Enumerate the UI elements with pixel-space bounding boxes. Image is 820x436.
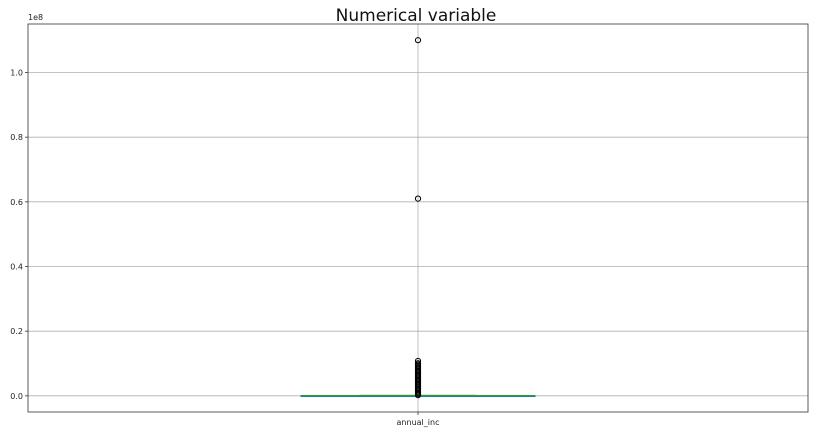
y-offset-label: 1e8	[28, 13, 43, 22]
y-tick-label: 0.4	[10, 263, 23, 272]
outlier-point	[414, 195, 422, 202]
y-tick-label: 0.8	[10, 133, 23, 142]
y-tick-label: 0.0	[10, 392, 23, 401]
x-tick-label: annual_inc	[397, 418, 440, 427]
outlier-point	[414, 37, 422, 44]
outlier-point	[414, 392, 422, 399]
axes: 0.0 0.2 0.4 0.6 0.8 1.0 annual_inc	[10, 23, 809, 427]
y-tick-label: 0.6	[10, 198, 23, 207]
grid	[28, 24, 808, 412]
y-tick-label: 0.2	[10, 327, 23, 336]
chart-title: Numerical variable	[336, 6, 497, 26]
y-tick-label: 1.0	[10, 69, 23, 78]
plot-frame	[27, 23, 809, 413]
plot-area	[300, 37, 536, 399]
